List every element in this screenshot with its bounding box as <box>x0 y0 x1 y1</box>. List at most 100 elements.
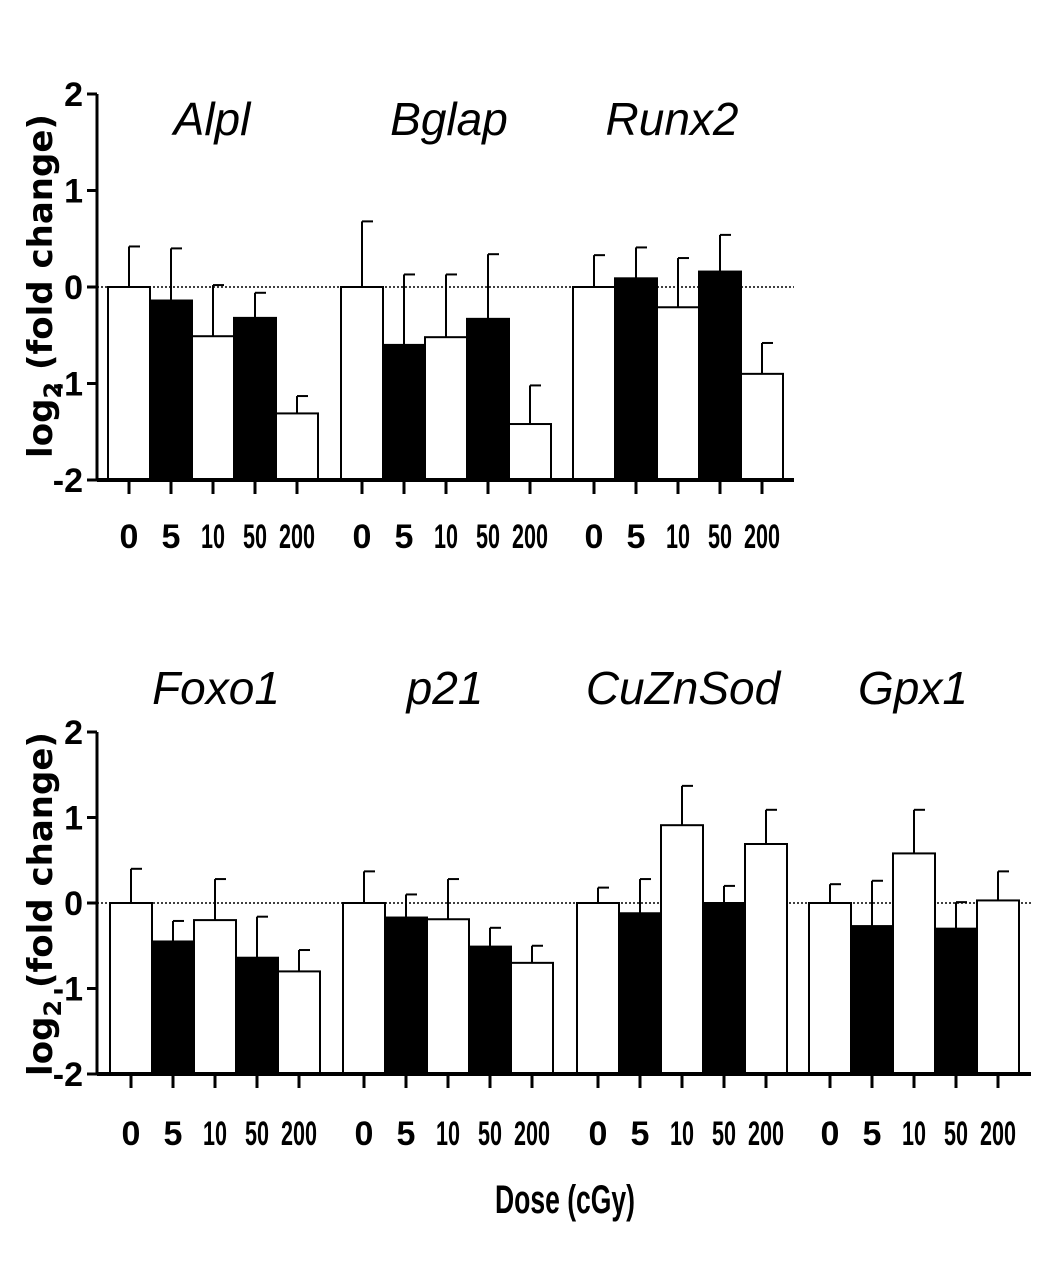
bar <box>698 270 742 481</box>
bar <box>277 970 321 1076</box>
bar <box>740 372 784 482</box>
bar <box>976 899 1020 1075</box>
bar <box>342 902 386 1075</box>
bar <box>426 918 470 1075</box>
bar <box>576 902 620 1075</box>
bar <box>510 961 554 1075</box>
x-tick-label: 0 <box>821 1115 840 1153</box>
x-tick-label: 5 <box>863 1115 882 1153</box>
bar <box>466 317 510 481</box>
y-tick-label: -1 <box>53 971 83 1009</box>
x-tick-label: 5 <box>631 1115 650 1153</box>
x-tick-label: 50 <box>712 1115 736 1153</box>
bar <box>107 286 151 481</box>
bar <box>614 277 658 481</box>
x-tick-label: 50 <box>245 1115 269 1153</box>
x-tick-label: 200 <box>514 1115 550 1153</box>
y-tick-label: 1 <box>64 173 83 211</box>
gene-title: Gpx1 <box>858 662 968 714</box>
gene-title: CuZnSod <box>586 662 782 714</box>
bar <box>275 412 319 482</box>
bar <box>934 927 978 1076</box>
x-tick-label: 10 <box>434 518 458 556</box>
x-tick-label: 200 <box>980 1115 1016 1153</box>
gene-group-cuznsod: CuZnSod 0 5 10 50 200 <box>576 662 788 1153</box>
x-tick-label: 50 <box>478 1115 502 1153</box>
bar <box>508 423 552 481</box>
bar <box>151 940 195 1075</box>
bar <box>618 912 662 1076</box>
gene-title: Runx2 <box>606 93 739 145</box>
y-tick-label: -2 <box>53 1056 83 1094</box>
x-tick-label: 5 <box>395 518 414 556</box>
x-tick-label: 50 <box>243 518 267 556</box>
gene-group-gpx1: Gpx1 0 5 10 50 200 <box>808 662 1020 1153</box>
y-tick-label: -2 <box>53 462 83 500</box>
bar <box>744 843 788 1075</box>
x-tick-label: 5 <box>164 1115 183 1153</box>
gene-group-foxo1: Foxo1 0 5 10 50 200 <box>109 662 321 1153</box>
x-tick-label: 200 <box>281 1115 317 1153</box>
gene-title: p21 <box>405 662 484 714</box>
gene-title: Bglap <box>390 93 508 145</box>
x-tick-label: 5 <box>397 1115 416 1153</box>
gene-group-runx2: Runx2 0 5 10 50 200 <box>572 93 784 556</box>
gene-group-alpl: Alpl 0 5 10 50 200 <box>107 93 319 556</box>
x-tick-label: 50 <box>476 518 500 556</box>
x-axis-label: Dose (cGy) <box>495 1178 635 1222</box>
x-tick-label: 10 <box>201 518 225 556</box>
x-tick-label: 10 <box>666 518 690 556</box>
bar <box>340 286 384 481</box>
y-tick-label: 2 <box>64 76 83 114</box>
x-tick-label: 10 <box>203 1115 227 1153</box>
x-tick-label: 5 <box>162 518 181 556</box>
gene-group-p21: p21 0 5 10 50 200 <box>342 662 554 1153</box>
x-tick-label: 0 <box>353 518 372 556</box>
x-tick-label: 10 <box>902 1115 926 1153</box>
x-tick-label: 200 <box>744 518 780 556</box>
bar <box>233 316 277 481</box>
gene-title: Alpl <box>171 93 252 145</box>
bar <box>468 945 512 1075</box>
y-tick-label: 1 <box>64 800 83 838</box>
x-tick-label: 0 <box>585 518 604 556</box>
y-tick-label: 2 <box>64 714 83 752</box>
x-tick-label: 200 <box>512 518 548 556</box>
x-tick-label: 5 <box>627 518 646 556</box>
y-axis-label: log2 (fold change) <box>21 732 67 1076</box>
bar <box>572 286 616 481</box>
bar <box>660 824 704 1075</box>
bar <box>235 956 279 1075</box>
y-axis-label: log2 (fold change) <box>21 114 67 458</box>
x-tick-label: 200 <box>748 1115 784 1153</box>
bar <box>850 925 894 1076</box>
gene-title: Foxo1 <box>152 662 280 714</box>
bar <box>109 902 153 1075</box>
gene-group-bglap: Bglap 0 5 10 50 200 <box>340 93 552 556</box>
bar <box>656 306 700 482</box>
x-tick-label: 0 <box>120 518 139 556</box>
bar <box>149 299 193 482</box>
x-tick-label: 200 <box>279 518 315 556</box>
x-tick-label: 50 <box>708 518 732 556</box>
y-tick-label: -1 <box>53 366 83 404</box>
x-tick-label: 0 <box>122 1115 141 1153</box>
bar <box>384 916 428 1075</box>
bar <box>424 336 468 481</box>
y-tick-label: 0 <box>64 269 83 307</box>
y-tick-label: 0 <box>64 885 83 923</box>
x-tick-label: 0 <box>589 1115 608 1153</box>
panel-bottom: log2 (fold change) Dose (cGy) 210-1-2Fox… <box>21 662 1031 1222</box>
bar <box>892 852 936 1075</box>
bar <box>382 343 426 481</box>
bar <box>702 902 746 1075</box>
bar <box>193 919 237 1075</box>
x-tick-label: 50 <box>944 1115 968 1153</box>
bar <box>191 335 235 481</box>
x-tick-label: 10 <box>670 1115 694 1153</box>
bar <box>808 902 852 1075</box>
x-tick-label: 0 <box>355 1115 374 1153</box>
x-tick-label: 10 <box>436 1115 460 1153</box>
